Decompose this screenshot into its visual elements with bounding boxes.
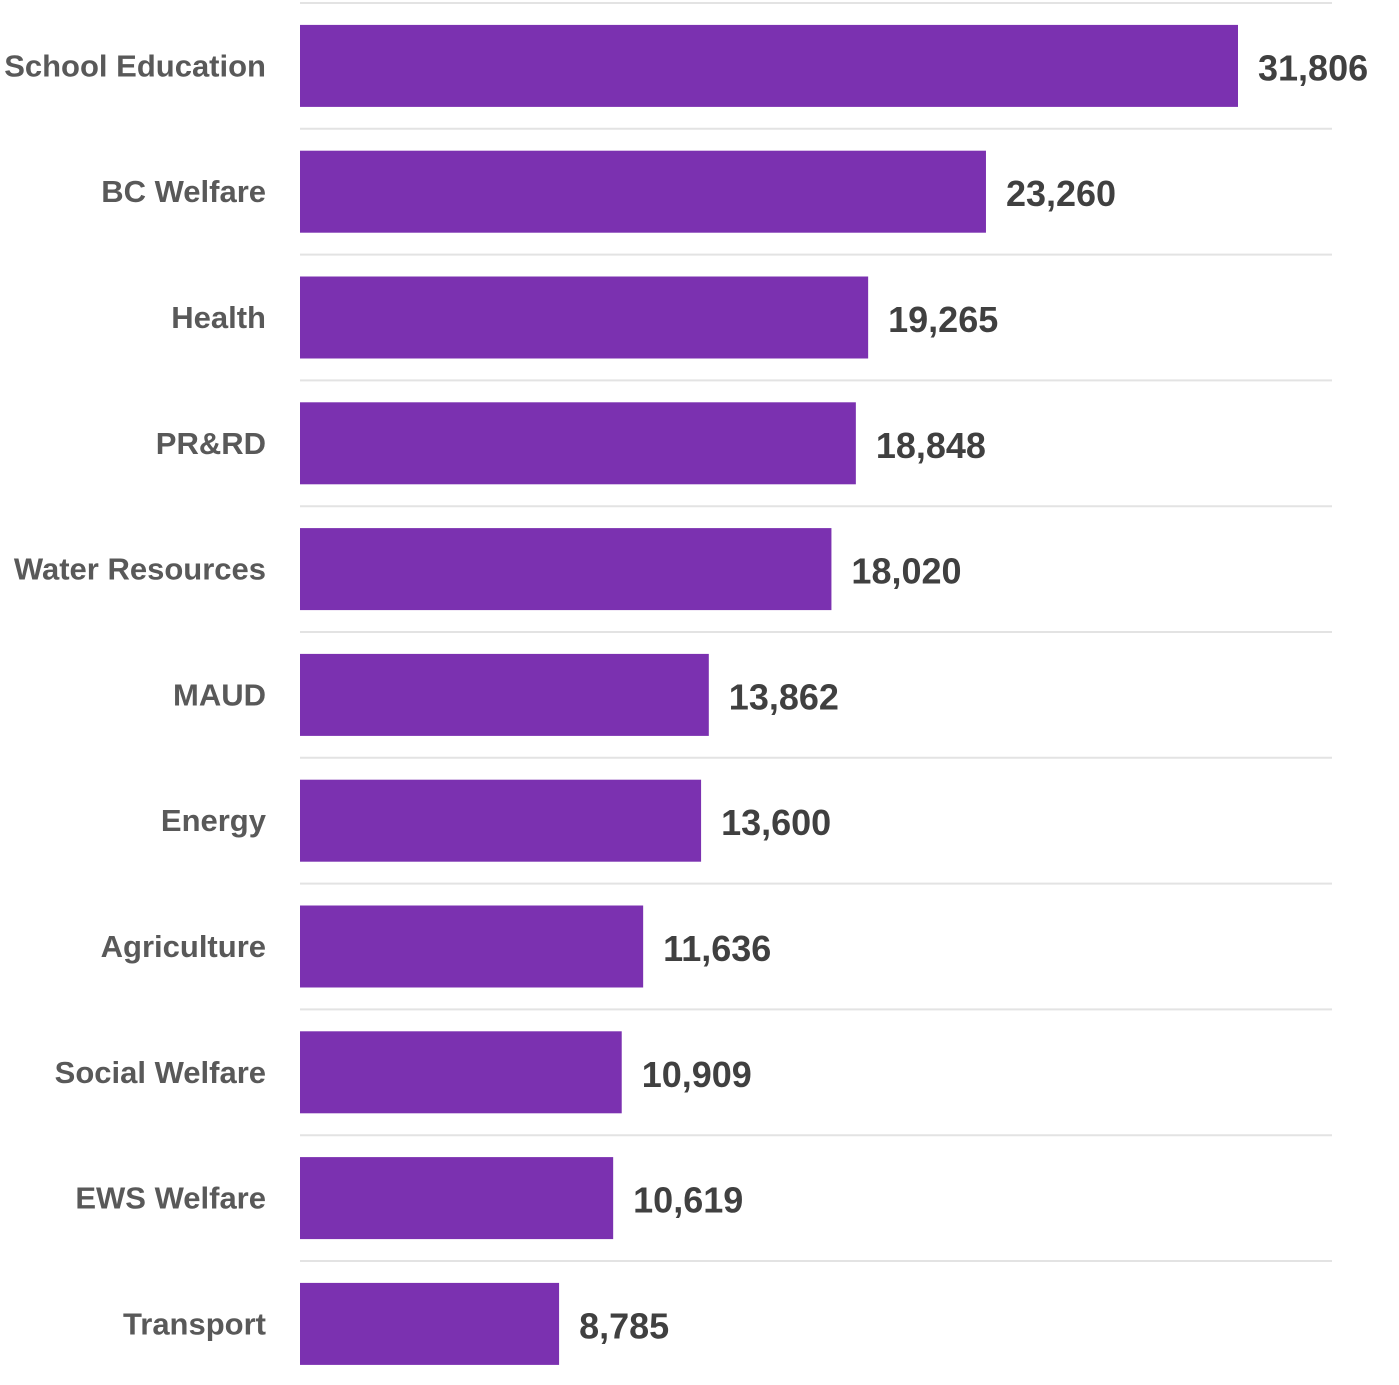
bar xyxy=(300,653,709,736)
bar xyxy=(300,1157,614,1240)
value-label: 18,020 xyxy=(851,551,961,592)
category-label: MAUD xyxy=(173,677,266,712)
bars xyxy=(300,24,1238,1365)
bar xyxy=(300,150,986,233)
value-label: 13,862 xyxy=(729,676,839,717)
bar xyxy=(300,1031,622,1114)
bar xyxy=(300,1282,560,1365)
category-label: Agriculture xyxy=(101,929,266,964)
category-label: EWS Welfare xyxy=(75,1181,266,1216)
value-label: 19,265 xyxy=(888,299,998,340)
bar xyxy=(300,402,856,485)
gridlines xyxy=(300,2,1332,1262)
category-label: Social Welfare xyxy=(55,1055,266,1090)
value-label: 10,909 xyxy=(642,1054,752,1095)
category-labels: School Education BC Welfare Health PR&RD Wat… xyxy=(4,48,267,1341)
value-label: 10,619 xyxy=(633,1180,743,1221)
category-label: PR&RD xyxy=(156,426,266,461)
value-label: 13,600 xyxy=(721,802,831,843)
bar xyxy=(300,276,869,359)
category-label: BC Welfare xyxy=(101,174,266,209)
bar xyxy=(300,24,1238,107)
value-labels: 31,806 23,260 19,265 18,848 18,020 13,862 13,6… xyxy=(579,47,1368,1346)
value-label: 31,806 xyxy=(1258,47,1368,88)
value-label: 8,785 xyxy=(579,1305,669,1346)
category-label: Water Resources xyxy=(14,552,266,587)
category-label: Transport xyxy=(123,1306,266,1341)
bar xyxy=(300,528,832,611)
bar xyxy=(300,779,702,862)
value-label: 23,260 xyxy=(1006,173,1116,214)
category-label: Energy xyxy=(161,803,267,838)
value-label: 11,636 xyxy=(663,928,771,969)
bar xyxy=(300,905,644,988)
category-label: School Education xyxy=(4,48,266,83)
category-label: Health xyxy=(171,300,266,335)
value-label: 18,848 xyxy=(876,425,986,466)
